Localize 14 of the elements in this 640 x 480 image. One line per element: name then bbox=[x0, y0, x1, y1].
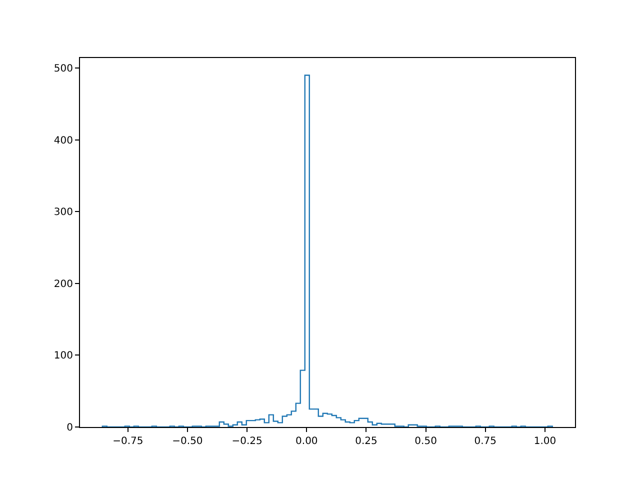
y-tick-label: 500 bbox=[54, 64, 73, 75]
x-tick-label: −0.25 bbox=[232, 436, 262, 447]
x-tick-label: 0.00 bbox=[296, 436, 318, 447]
y-tick-label: 200 bbox=[54, 278, 73, 290]
x-tick-label: 0.50 bbox=[414, 436, 437, 447]
x-tick-label: 0.75 bbox=[474, 436, 497, 447]
x-tick-label: 1.00 bbox=[534, 436, 556, 447]
x-tick-label: −0.75 bbox=[112, 436, 144, 447]
x-tick-label: −0.50 bbox=[172, 436, 203, 447]
y-tick-label: 0 bbox=[66, 422, 73, 434]
y-tick-label: 300 bbox=[54, 207, 73, 218]
y-tick-label: 400 bbox=[54, 135, 73, 146]
y-tick-label: 100 bbox=[54, 350, 73, 362]
x-tick-label: 0.25 bbox=[355, 436, 378, 447]
